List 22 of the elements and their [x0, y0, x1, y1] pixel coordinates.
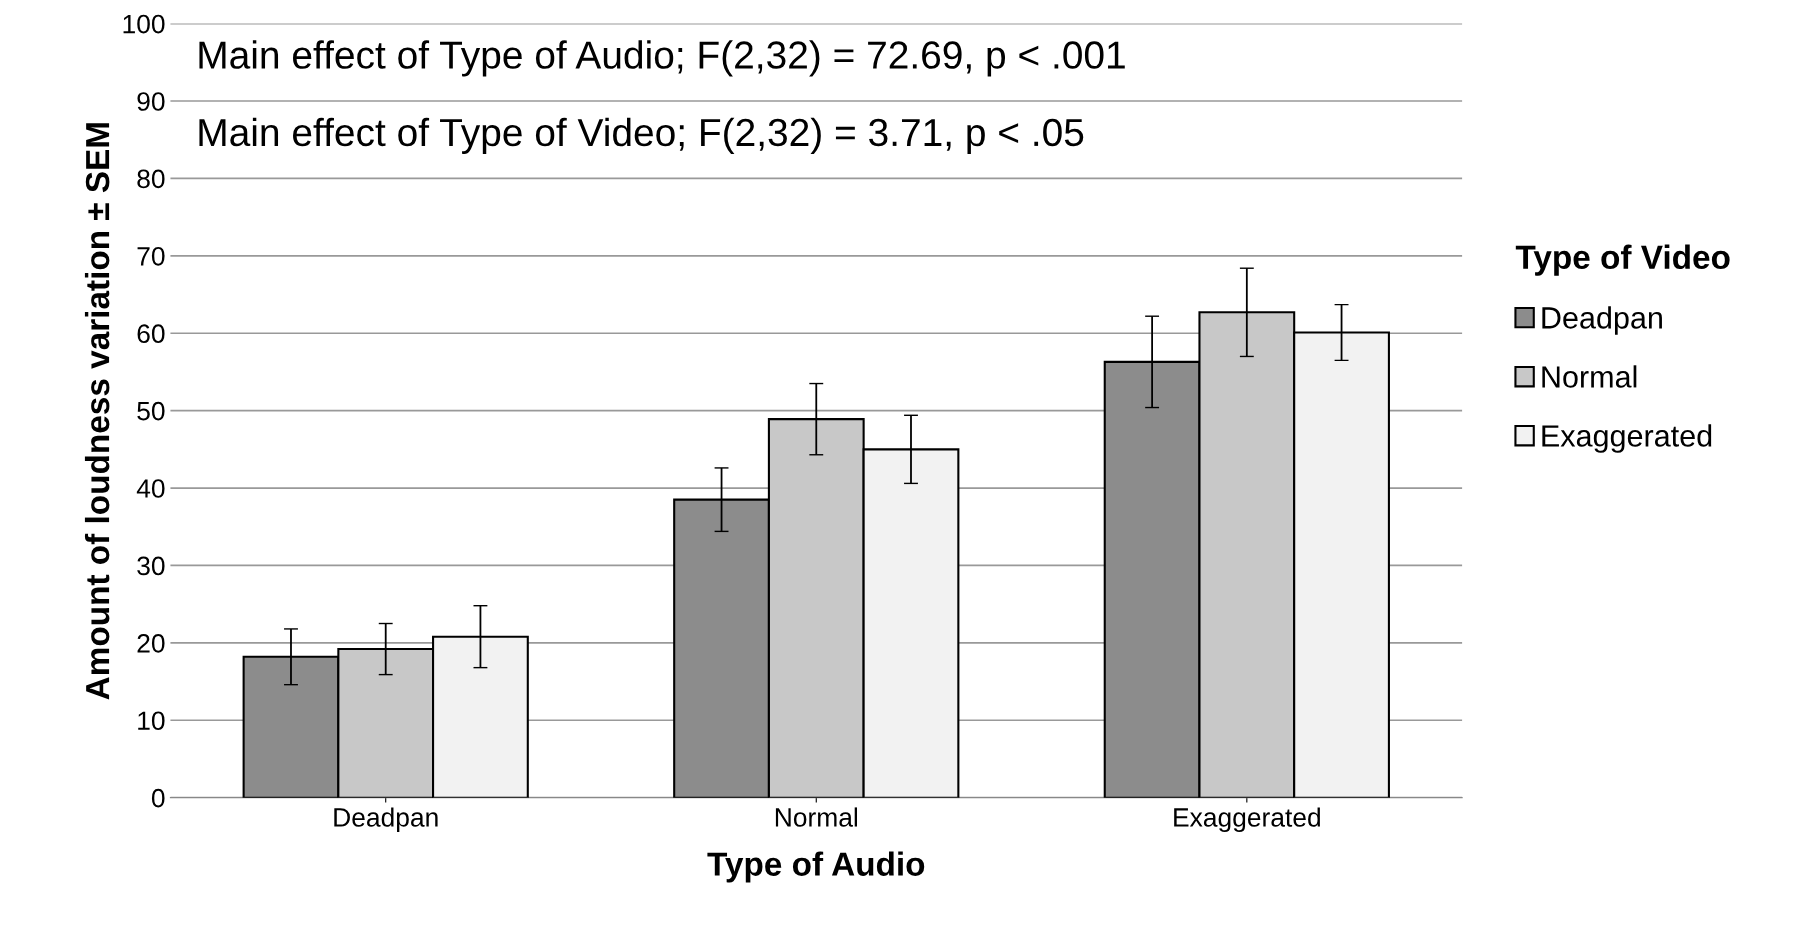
legend-title: Type of Video	[1515, 244, 1730, 276]
y-tick-label: 50	[137, 401, 165, 421]
annotation: Main effect of Type of Video; F(2,32) = 3.71, p < .05	[199, 117, 1084, 154]
y-tick-label: 40	[136, 479, 165, 498]
y-tick-label: 0	[151, 788, 165, 808]
annotation: Main effect of Type of Audio; F(2,32) = 72.69, p < .001	[199, 40, 1125, 77]
y-tick-label: 70	[137, 246, 165, 266]
x-tick-label: Normal	[775, 807, 858, 827]
y-tick-label: 90	[137, 92, 165, 111]
y-tick-label: 30	[137, 556, 165, 576]
legend-label: Normal	[1542, 365, 1637, 388]
x-axis-title: Type of Audio	[707, 851, 925, 883]
y-tick-label: 80	[137, 169, 165, 189]
y-tick-label: 20	[137, 634, 165, 653]
y-tick-label: 100	[123, 14, 165, 34]
y-axis-title: Amount of loudness variation ± SEM	[84, 123, 110, 700]
legend-label: Exaggerated	[1542, 424, 1712, 453]
legend-label: Deadpan	[1542, 306, 1662, 335]
y-tick-label: 10	[138, 711, 165, 731]
y-tick-label: 60	[137, 324, 165, 344]
x-tick-label: Deadpan	[334, 807, 438, 832]
x-tick-label: Exaggerated	[1174, 807, 1320, 832]
